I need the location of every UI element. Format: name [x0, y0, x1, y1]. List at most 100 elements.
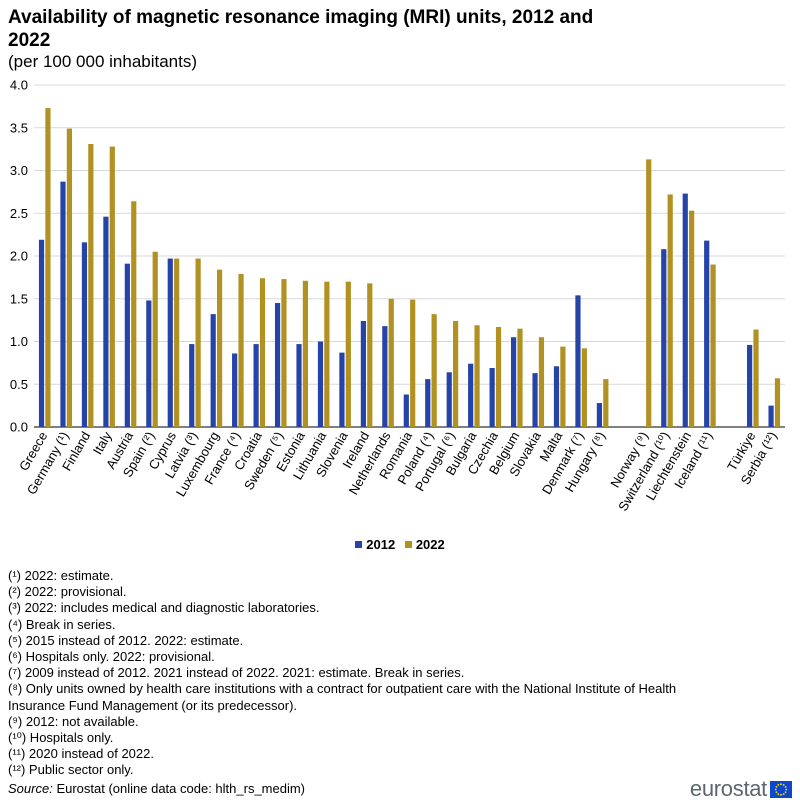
bar-2022	[646, 159, 652, 427]
bar-2022	[603, 379, 609, 427]
bar-2012	[661, 249, 667, 427]
footnote: (⁷) 2009 instead of 2012. 2021 instead o…	[8, 665, 465, 681]
bar-2022	[689, 210, 695, 427]
bar-2022	[88, 143, 94, 427]
bar-2012	[596, 403, 603, 427]
bar-2022	[66, 128, 72, 428]
legend-swatch-2012	[355, 541, 363, 548]
legend-item-2022: 2022	[404, 537, 445, 552]
bar-2012	[103, 216, 109, 427]
bar-2012	[146, 300, 152, 427]
bar-2022	[410, 299, 416, 427]
bar-2022	[195, 258, 201, 427]
bar-2012	[274, 303, 281, 427]
legend-label-2022: 2022	[415, 537, 445, 552]
bar-2012	[704, 240, 710, 427]
y-tick-label: 1.5	[10, 291, 28, 306]
footnote: (¹²) Public sector only.	[8, 762, 134, 778]
footnotes: (¹) 2022: estimate. (²) 2022: provisiona…	[8, 568, 708, 779]
legend-swatch-2022	[404, 541, 412, 548]
y-tick-label: 0.5	[10, 377, 28, 392]
bar-2012	[575, 295, 581, 427]
footnote: (⁴) Break in series.	[8, 616, 116, 632]
footnote: (⁸) Only units owned by health care inst…	[8, 681, 677, 713]
bar-2022	[109, 146, 115, 427]
bar-2022	[345, 281, 351, 427]
bar-2022	[302, 280, 309, 427]
source-text: Eurostat (online data code: hlth_rs_medi…	[56, 781, 306, 796]
bar-2022	[710, 264, 716, 427]
legend-label-2012: 2012	[366, 537, 396, 552]
bar-2012	[296, 344, 302, 427]
bar-2012	[446, 372, 452, 427]
bar-2012	[553, 366, 560, 427]
chart-subtitle: (per 100 000 inhabitants)	[8, 52, 198, 71]
bar-2022	[324, 281, 330, 427]
bar-2012	[425, 379, 431, 427]
bar-2012	[382, 326, 388, 427]
y-tick-label: 3.0	[10, 163, 28, 178]
bar-2012	[253, 344, 259, 427]
legend: 2012 2022	[0, 536, 800, 552]
bar-2012	[189, 344, 195, 427]
y-tick-label: 4.0	[10, 78, 28, 93]
eurostat-logo: eurostat	[690, 776, 792, 802]
bar-2022	[388, 298, 394, 427]
footnote: (¹¹) 2020 instead of 2022.	[8, 746, 154, 762]
bar-2012	[167, 258, 173, 427]
bar-2012	[768, 405, 774, 427]
y-tick-label: 0.0	[10, 420, 28, 435]
bar-2012	[532, 373, 538, 427]
bar-2022	[774, 378, 781, 427]
footnote: (¹) 2022: estimate.	[8, 568, 114, 583]
eu-flag-icon	[770, 780, 792, 798]
bar-chart: 4.03.53.02.52.01.51.00.50.0GreeceGermany…	[10, 78, 785, 514]
bar-2012	[468, 363, 474, 427]
bar-2022	[367, 283, 373, 427]
footnote: (⁹) 2012: not available.	[8, 713, 139, 729]
bar-2022	[474, 325, 480, 427]
bar-2022	[259, 278, 266, 427]
bar-2012	[510, 337, 517, 427]
bar-2012	[60, 181, 66, 427]
bar-2012	[232, 353, 238, 427]
bar-2022	[281, 279, 287, 427]
bar-2022	[495, 326, 502, 427]
bar-2022	[238, 273, 244, 427]
bar-2012	[747, 344, 753, 427]
legend-item-2012: 2012	[355, 537, 395, 552]
source-note: Source: Eurostat (online data code: hlth…	[8, 781, 305, 796]
logo-text: eurostat	[689, 776, 767, 801]
bar-2022	[581, 348, 587, 427]
footnote: (¹⁰) Hospitals only.	[8, 730, 114, 746]
footnote: (⁶) Hospitals only. 2022: provisional.	[8, 649, 215, 665]
bar-2022	[174, 258, 180, 427]
bar-2022	[152, 251, 158, 427]
y-tick-label: 2.0	[10, 249, 28, 264]
source-label: Source:	[8, 781, 53, 796]
bar-2022	[560, 346, 566, 427]
bar-2022	[453, 320, 459, 427]
y-tick-label: 1.0	[10, 334, 28, 349]
footnote: (³) 2022: includes medical and diagnosti…	[8, 600, 320, 616]
bar-2012	[317, 341, 324, 427]
bar-2022	[45, 108, 51, 428]
bar-2012	[339, 352, 345, 427]
bar-2022	[667, 194, 673, 427]
bar-2012	[38, 239, 45, 427]
y-tick-label: 2.5	[10, 206, 28, 221]
bar-2022	[538, 337, 545, 427]
bar-2012	[124, 263, 130, 427]
bar-2022	[517, 328, 523, 427]
bar-2012	[81, 242, 88, 427]
bar-2022	[753, 329, 759, 427]
y-tick-label: 3.5	[10, 120, 28, 135]
bar-2022	[216, 269, 223, 427]
footnote: (²) 2022: provisional.	[8, 584, 127, 600]
bar-2012	[682, 193, 688, 427]
bar-2022	[431, 314, 437, 427]
chart-title: Availability of magnetic resonance imagi…	[8, 7, 594, 51]
bar-2012	[489, 368, 495, 427]
bar-2022	[131, 201, 137, 427]
bar-2012	[210, 314, 216, 427]
